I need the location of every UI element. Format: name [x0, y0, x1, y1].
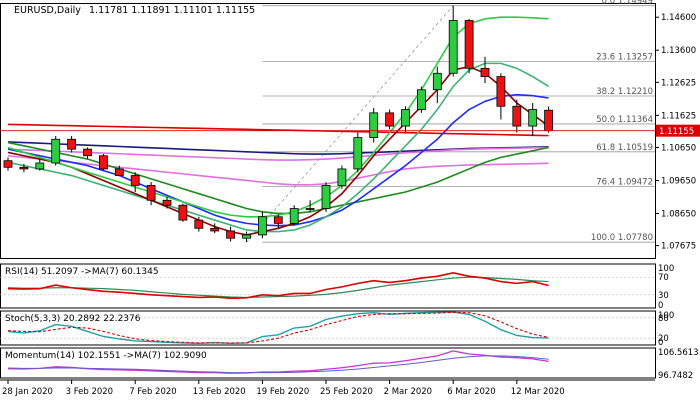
stoch-level-label-2: 20: [658, 334, 669, 344]
candle-body-16: [257, 216, 267, 236]
rsi-label: RSI(14) 51.2097 ->MA(7) 60.1345: [5, 267, 159, 277]
candle-body-8: [130, 175, 140, 186]
candlesticks: [3, 5, 553, 243]
fib-label-2: 38.2 1.12210: [596, 87, 653, 97]
stoch-line-1: [7, 311, 549, 344]
momentum-panel: 106.5613 96.7482: [0, 347, 699, 381]
candle-body-23: [369, 112, 379, 138]
stoch-level-label-0: 100: [658, 311, 674, 321]
candle-body-3: [51, 138, 61, 164]
moving-average-4: [7, 141, 549, 215]
rsi-line-0: [7, 276, 549, 299]
price-tick-label-7: 1.07675: [661, 242, 696, 252]
price-tick-label-0: 1.14600: [661, 13, 696, 23]
candle-body-27: [432, 72, 442, 91]
candle-body-17: [273, 216, 283, 224]
momentum-label: Momentum(14) 102.1551 ->MA(7) 102.9090: [5, 351, 207, 361]
date-tick-label-3: 13 Feb 2020: [193, 387, 246, 397]
candle-body-26: [416, 89, 426, 110]
momentum-frame: [0, 347, 656, 379]
candle-body-11: [178, 204, 188, 221]
fib-label-6: 100.0 1.07780: [591, 233, 653, 243]
rsi-frame: [0, 263, 656, 309]
date-tick-label-4: 19 Feb 2020: [256, 387, 309, 397]
candle-body-31: [496, 76, 506, 107]
candle-body-19: [305, 208, 315, 210]
candle-body-10: [162, 199, 172, 206]
momentum-level-label-1: 96.7482: [658, 371, 693, 381]
candle-body-15: [242, 234, 251, 239]
chart-header-ohlc: 1.11781 1.11891 1.11101 1.11155: [89, 5, 255, 16]
stoch-level-label-1: 80: [658, 314, 669, 324]
price-tick-label-5: 1.09650: [661, 176, 696, 186]
price-tick-label-6: 1.08650: [661, 209, 696, 219]
candle-body-12: [194, 219, 204, 229]
candle-body-20: [321, 185, 331, 209]
fibonacci-levels: 0.0 1.14949 23.6 1.13257 38.2 1.12210 50.0 …: [246, 0, 655, 243]
fib-label-0: 0.0 1.14949: [602, 0, 653, 7]
candle-body-1: [19, 166, 29, 170]
candle-body-13: [210, 227, 220, 232]
price-tick-label-4: 1.10650: [661, 143, 696, 153]
fib-trendline: [246, 5, 454, 243]
price-tick-label-2: 1.12625: [661, 78, 696, 88]
candle-body-24: [385, 112, 395, 127]
candle-body-6: [99, 155, 108, 170]
fib-label-4: 61.8 1.10519: [596, 143, 653, 153]
moving-average-6: [7, 62, 550, 233]
momentum-line-0: [7, 350, 549, 374]
candle-body-5: [83, 148, 92, 157]
rsi-line-1: [7, 271, 549, 300]
fib-label-5: 76.4 1.09472: [596, 177, 653, 187]
rsi-level-label-3: 0: [658, 301, 663, 311]
price-axis: 1.14600 1.13600 1.12625 1.11625 1.10650 1.096…: [0, 13, 700, 252]
date-tick-label-2: 7 Feb 2020: [129, 387, 177, 397]
momentum-level-label-0: 106.5613: [658, 348, 699, 358]
momentum-line-1: [7, 355, 549, 374]
date-tick-label-5: 25 Feb 2020: [320, 387, 373, 397]
candle-body-14: [226, 230, 236, 239]
stoch-level-label-3: 0: [658, 338, 663, 348]
chart-header-symbol: EURUSD,Daily: [14, 5, 81, 16]
candle-body-28: [448, 20, 458, 74]
candle-body-25: [401, 109, 410, 127]
candle-body-22: [353, 137, 363, 170]
stoch-frame: [0, 310, 656, 346]
candle-body-2: [35, 162, 45, 170]
price-tick-label-1: 1.13600: [661, 46, 696, 56]
date-tick-label-7: 6 Mar 2020: [447, 387, 495, 397]
candle-body-29: [464, 20, 474, 69]
moving-average-3: [7, 154, 549, 186]
rsi-level-label-0: 100: [658, 264, 674, 274]
rsi-level-label-1: 70: [658, 273, 669, 283]
candle-body-34: [544, 109, 553, 132]
date-tick-label-6: 2 Mar 2020: [384, 387, 432, 397]
fib-label-1: 23.6 1.13257: [596, 52, 653, 62]
candle-body-7: [114, 168, 124, 176]
current-price-box: [656, 124, 700, 137]
moving-average-0: [7, 123, 549, 137]
date-axis: 28 Jan 2020 3 Feb 2020 7 Feb 2020 13 Feb 20…: [0, 379, 655, 397]
date-tick-label-8: 12 Mar 2020: [511, 387, 565, 397]
moving-average-2: [7, 146, 549, 161]
candle-body-30: [480, 67, 490, 77]
candle-body-9: [146, 185, 156, 201]
candle-body-4: [67, 138, 76, 150]
rsi-level-label-2: 30: [658, 291, 669, 301]
current-price-label: 1.11155: [659, 127, 694, 137]
candle-body-33: [528, 109, 538, 127]
price-tick-label-3: 1.11625: [661, 111, 696, 121]
candle-body-21: [337, 168, 347, 186]
date-tick-label-0: 28 Jan 2020: [2, 387, 53, 397]
date-tick-label-1: 3 Feb 2020: [66, 387, 114, 397]
candle-body-32: [512, 105, 522, 127]
fib-label-3: 50.0 1.11364: [596, 115, 653, 125]
candle-body-0: [3, 160, 13, 168]
stoch-label: Stoch(5,3,3) 20.2892 22.2376: [5, 314, 141, 324]
candle-body-18: [289, 208, 299, 224]
